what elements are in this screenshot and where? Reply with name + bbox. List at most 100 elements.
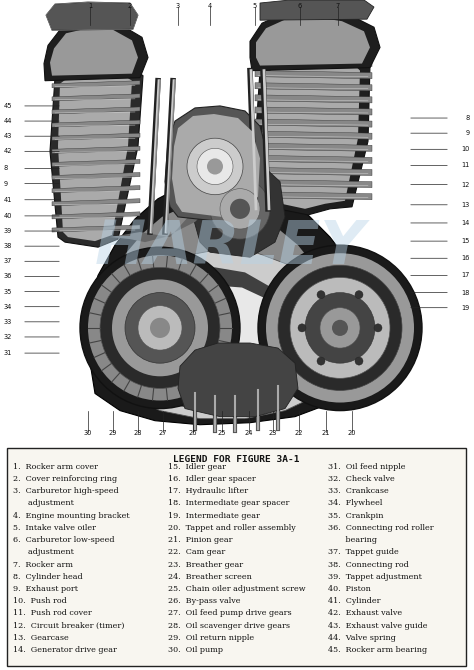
Text: 33.  Crankcase: 33. Crankcase: [328, 487, 389, 495]
Text: 39.  Tappet adjustment: 39. Tappet adjustment: [328, 573, 422, 581]
Polygon shape: [256, 17, 370, 66]
Text: 5.  Intake valve oiler: 5. Intake valve oiler: [13, 524, 96, 532]
Polygon shape: [105, 202, 342, 413]
Polygon shape: [170, 285, 292, 393]
Text: 36.  Connecting rod roller: 36. Connecting rod roller: [328, 524, 434, 532]
Text: 27.  Oil feed pump drive gears: 27. Oil feed pump drive gears: [168, 609, 292, 617]
Circle shape: [332, 320, 348, 336]
Text: bearing: bearing: [328, 536, 377, 544]
Text: 12: 12: [462, 182, 470, 188]
Text: 21: 21: [322, 430, 330, 436]
Text: adjustment: adjustment: [13, 548, 74, 556]
Text: 18: 18: [462, 289, 470, 295]
Text: 16.  Idler gear spacer: 16. Idler gear spacer: [168, 475, 256, 483]
Text: 11: 11: [462, 162, 470, 168]
Text: LEGEND FOR FIGURE 3A-1: LEGEND FOR FIGURE 3A-1: [173, 455, 299, 464]
Text: 19: 19: [462, 305, 470, 311]
Text: 21.  Pinion gear: 21. Pinion gear: [168, 536, 233, 544]
Text: 29.  Oil return nipple: 29. Oil return nipple: [168, 634, 254, 642]
Polygon shape: [250, 11, 380, 70]
Polygon shape: [255, 131, 372, 139]
Text: 24.  Breather screen: 24. Breather screen: [168, 573, 252, 581]
Polygon shape: [52, 94, 140, 101]
Polygon shape: [255, 58, 372, 66]
Polygon shape: [172, 114, 260, 217]
Text: 23: 23: [269, 430, 277, 436]
Polygon shape: [52, 212, 140, 219]
Polygon shape: [255, 119, 372, 127]
Text: 26: 26: [189, 430, 197, 436]
Text: 9: 9: [4, 181, 8, 187]
Text: 11.  Push rod cover: 11. Push rod cover: [13, 609, 92, 617]
Text: 19.  Intermediate gear: 19. Intermediate gear: [168, 512, 260, 520]
Circle shape: [197, 148, 233, 185]
Text: 43.  Exhaust valve guide: 43. Exhaust valve guide: [328, 622, 428, 630]
Text: 8: 8: [4, 165, 8, 172]
Text: 6: 6: [298, 3, 302, 9]
Text: HARLEY: HARLEY: [95, 218, 365, 277]
Text: 28: 28: [134, 430, 142, 436]
Circle shape: [80, 247, 240, 409]
Polygon shape: [52, 80, 140, 88]
Text: 8.  Cylinder head: 8. Cylinder head: [13, 573, 82, 581]
Text: 40.  Piston: 40. Piston: [328, 585, 371, 593]
Text: 9.  Exhaust port: 9. Exhaust port: [13, 585, 78, 593]
FancyBboxPatch shape: [7, 448, 466, 666]
Text: 42.  Exhaust valve: 42. Exhaust valve: [328, 609, 402, 617]
Text: 28.  Oil scavenger drive gears: 28. Oil scavenger drive gears: [168, 622, 290, 630]
Text: 2: 2: [128, 3, 132, 9]
Circle shape: [305, 293, 375, 363]
Text: 8: 8: [466, 115, 470, 121]
Polygon shape: [52, 199, 140, 206]
Polygon shape: [52, 146, 140, 153]
Text: 4.  Engine mounting bracket: 4. Engine mounting bracket: [13, 512, 129, 520]
Text: 45.  Rocker arm bearing: 45. Rocker arm bearing: [328, 646, 427, 654]
Text: 31.  Oil feed nipple: 31. Oil feed nipple: [328, 463, 405, 471]
Text: 6.  Carburetor low-speed: 6. Carburetor low-speed: [13, 536, 115, 544]
Polygon shape: [52, 159, 140, 166]
Text: 35.  Crankpin: 35. Crankpin: [328, 512, 383, 520]
Text: 2.  Cover reinforcing ring: 2. Cover reinforcing ring: [13, 475, 117, 483]
Text: 10.  Push rod: 10. Push rod: [13, 597, 67, 605]
Circle shape: [317, 291, 325, 299]
Polygon shape: [142, 267, 310, 409]
Polygon shape: [255, 107, 372, 115]
Text: 13: 13: [462, 202, 470, 208]
Text: 27: 27: [159, 430, 167, 436]
Text: 15.  Idler gear: 15. Idler gear: [168, 463, 226, 471]
Circle shape: [100, 267, 220, 389]
Polygon shape: [88, 179, 375, 425]
Text: 41: 41: [4, 197, 12, 203]
Text: 18.  Intermediate gear spacer: 18. Intermediate gear spacer: [168, 500, 289, 507]
Text: 29: 29: [109, 430, 117, 436]
Circle shape: [88, 255, 232, 401]
Text: 24: 24: [245, 430, 253, 436]
Text: 1: 1: [88, 3, 92, 9]
Text: 22: 22: [295, 430, 303, 436]
Text: 35: 35: [4, 289, 12, 295]
Polygon shape: [52, 225, 140, 232]
Circle shape: [138, 306, 182, 350]
Polygon shape: [58, 70, 132, 241]
Text: 5: 5: [253, 3, 257, 9]
Text: 7.  Rocker arm: 7. Rocker arm: [13, 561, 73, 569]
Text: 44: 44: [4, 118, 12, 124]
Text: 4: 4: [208, 3, 212, 9]
Text: 10: 10: [462, 146, 470, 152]
Text: 38: 38: [4, 243, 12, 249]
Text: 14.  Generator drive gear: 14. Generator drive gear: [13, 646, 117, 654]
Circle shape: [125, 293, 195, 363]
Text: 3: 3: [176, 3, 180, 9]
Text: 37.  Tappet guide: 37. Tappet guide: [328, 548, 399, 556]
Polygon shape: [255, 82, 372, 91]
Polygon shape: [255, 46, 370, 215]
Text: 32.  Check valve: 32. Check valve: [328, 475, 395, 483]
Text: 43: 43: [4, 133, 12, 139]
Text: 23.  Breather gear: 23. Breather gear: [168, 561, 243, 569]
Text: 33: 33: [4, 319, 12, 325]
Circle shape: [112, 279, 208, 377]
Text: adjustment: adjustment: [13, 500, 74, 507]
Text: 40: 40: [4, 213, 12, 219]
Text: 22.  Cam gear: 22. Cam gear: [168, 548, 225, 556]
Circle shape: [258, 245, 422, 411]
